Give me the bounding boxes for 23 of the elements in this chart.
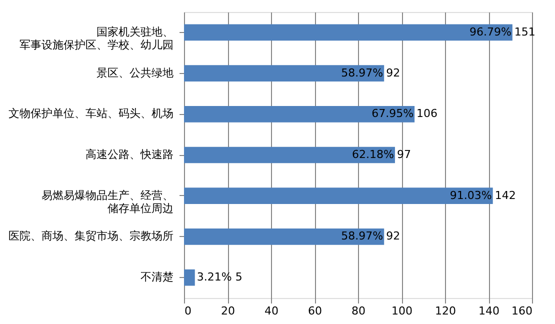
text: 58.97% 92 <box>341 230 400 243</box>
text: 67.95% 106 <box>372 107 438 120</box>
x-tick-label: 120 <box>435 304 456 318</box>
x-tick-label: 40 <box>264 304 278 318</box>
y-tick-label: 易燃易爆物品生产、经营、储存单位周边 <box>42 188 174 215</box>
y-tick-label: 高速公路、快速路 <box>86 148 174 161</box>
y-tick-label: 景区、公共绿地 <box>96 66 174 80</box>
text: 96.79% 151 <box>469 25 536 38</box>
y-tick-label: 不清楚 <box>140 270 174 284</box>
text: 91.03% 142 <box>450 188 516 202</box>
text: 58.97% 92 <box>341 66 400 80</box>
x-tick-label: 0 <box>184 304 192 318</box>
x-tick-label: 80 <box>352 304 366 318</box>
y-tick-label: 国家机关驻地、军事设施保护区、学校、幼儿园 <box>20 25 174 52</box>
x-tick-label: 60 <box>308 304 322 318</box>
x-tick-label: 160 <box>512 304 532 318</box>
data-label: 3.21% 5 <box>196 270 242 284</box>
x-tick-label: 100 <box>392 304 412 318</box>
x-tick-label: 20 <box>221 304 235 318</box>
x-tick-label: 140 <box>478 304 500 318</box>
text: 62.18% 97 <box>352 148 411 161</box>
y-tick-label: 医院、商场、集贸市场、宗教场所 <box>8 230 174 243</box>
y-tick-label: 文物保护单位、车站、码头、机场 <box>8 107 174 120</box>
